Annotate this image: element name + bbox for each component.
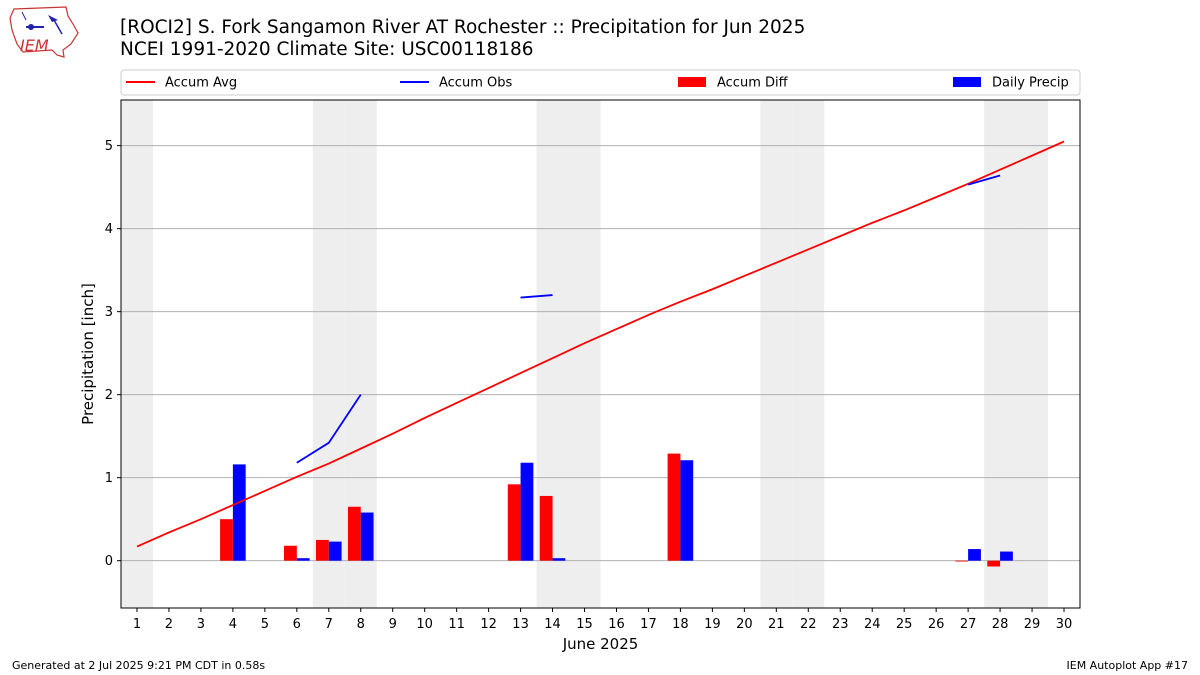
x-tick-label: 16 [608,617,625,632]
accum-diff-bar [220,519,233,561]
weekend-shade [792,100,825,608]
x-tick-label: 26 [928,617,945,632]
legend-box [120,69,1081,96]
legend-swatch [953,77,981,87]
chart-title: [ROCI2] S. Fork Sangamon River AT Roches… [120,17,806,38]
x-tick-label: 17 [640,617,657,632]
x-tick-label: 8 [357,617,365,632]
x-tick-label: 28 [992,617,1009,632]
legend: Accum Avg Accum Obs Accum Diff Daily Precip [120,69,1081,96]
y-tick-label: 0 [105,554,113,569]
x-tick-label: 14 [544,617,561,632]
x-tick-label: 11 [448,617,465,632]
accum-diff-bar [539,495,553,561]
app-credit: IEM Autoplot App #17 [1066,659,1189,672]
weekend-shade [568,100,601,608]
legend-label: Accum Diff [717,76,789,91]
weekend-shade [984,100,1017,608]
x-tick-label: 10 [416,617,433,632]
y-tick-label: 1 [105,471,113,486]
accum-diff-bar [284,545,297,561]
accum-diff-bar [347,506,361,561]
x-tick-label: 24 [864,617,881,632]
weekend-shade [121,100,153,608]
x-tick-label: 15 [576,617,593,632]
y-tick-label: 3 [105,305,113,320]
x-tick-label: 5 [261,617,269,632]
y-axis-label: Precipitation [inch] [79,283,97,425]
accum-avg-line [136,140,1065,548]
generated-timestamp: Generated at 2 Jul 2025 9:21 PM CDT in 0… [12,659,266,672]
daily-precip-bar [360,512,374,561]
accum-diff-bar [987,560,1001,567]
x-axis-label: June 2025 [562,635,639,653]
legend-label: Accum Avg [165,76,237,91]
accum-diff-bar [507,484,521,561]
accum-diff-bar [955,560,969,562]
y-tick-label: 5 [105,139,113,154]
daily-precip-bar [328,541,342,561]
daily-precip-bar [1000,551,1013,561]
x-tick-label: 30 [1056,617,1073,632]
x-tick-label: 9 [389,617,397,632]
daily-precip-bar [968,549,981,561]
x-tick-label: 25 [896,617,913,632]
x-tick-label: 2 [165,617,173,632]
x-tick-label: 22 [800,617,817,632]
x-tick-label: 12 [480,617,497,632]
x-tick-label: 1 [133,617,141,632]
accum-diff-bar [315,539,329,561]
x-tick-label: 3 [197,617,205,632]
daily-precip-bar [296,558,310,561]
x-tick-label: 29 [1024,617,1041,632]
x-tick-label: 23 [832,617,849,632]
svg-text:IEM: IEM [20,36,49,55]
x-tick-label: 18 [672,617,689,632]
legend-label: Accum Obs [439,76,512,91]
x-tick-label: 6 [293,617,301,632]
x-tick-label: 20 [736,617,753,632]
x-tick-label: 4 [229,617,237,632]
legend-swatch [678,77,706,87]
accum-obs-line [520,294,553,299]
plot-frame [120,99,1081,609]
iem-logo: IEM [9,6,79,58]
accum-obs-line [296,394,362,464]
weekend-shade [1016,100,1049,608]
legend-label: Daily Precip [992,76,1069,91]
chart-subtitle: NCEI 1991-2020 Climate Site: USC00118186 [120,39,534,60]
daily-precip-bar [552,558,566,561]
y-tick-label: 2 [105,388,113,403]
x-tick-label: 27 [960,617,977,632]
accum-obs-line [967,174,1001,186]
daily-precip-bar [232,464,246,561]
x-tick-label: 21 [768,617,785,632]
x-tick-label: 13 [512,617,529,632]
daily-precip-bar [520,462,534,561]
weekend-shade [760,100,793,608]
weekend-shade [312,100,345,608]
daily-precip-bar [680,460,694,561]
x-tick-label: 19 [704,617,721,632]
x-tick-label: 7 [325,617,333,632]
accum-diff-bar [667,453,681,561]
y-tick-label: 4 [105,222,113,237]
